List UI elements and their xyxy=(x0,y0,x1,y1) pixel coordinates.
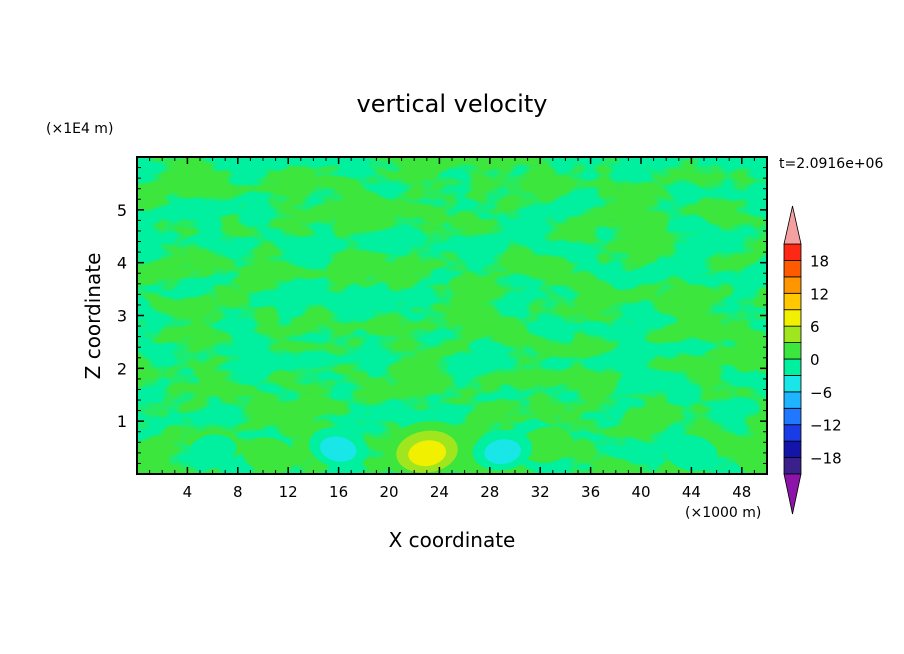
time-label: t=2.0916e+06 xyxy=(779,156,883,172)
y-axis-label: Z coordinate xyxy=(81,253,105,380)
colorbar-bin xyxy=(783,276,802,294)
x-tick-label: 40 xyxy=(631,483,650,501)
colorbar-tick-label: 18 xyxy=(810,252,829,270)
contour-feature-downdraft xyxy=(664,434,718,472)
contour-feature-updraft xyxy=(384,421,470,474)
x-unit-label: (×1000 m) xyxy=(685,505,761,521)
contour-level-region xyxy=(242,437,296,474)
neutral-band-texture xyxy=(137,157,767,474)
colorbar-over-arrow xyxy=(783,205,802,245)
x-tick-label: 16 xyxy=(329,483,348,501)
colorbar-bin xyxy=(783,260,802,278)
colorbar-tick-label: 0 xyxy=(810,351,820,369)
contour-level-region xyxy=(664,434,718,472)
colorbar-tick-label: 12 xyxy=(810,285,829,303)
contour-level-region xyxy=(137,442,170,474)
x-tick-label: 28 xyxy=(480,483,499,501)
contour-feature-updraft xyxy=(519,426,574,463)
contour-feature-updraft xyxy=(137,442,170,474)
contour-feature-downdraft xyxy=(308,427,369,469)
y-tick-label: 1 xyxy=(117,412,127,431)
contour-level-region xyxy=(408,440,447,467)
colorbar-bin xyxy=(783,391,802,409)
chart-title: vertical velocity xyxy=(357,90,548,118)
x-tick-label: 8 xyxy=(233,483,243,501)
y-tick-label: 5 xyxy=(117,201,127,220)
y-tick-label: 3 xyxy=(117,307,127,326)
colorbar-bin xyxy=(783,375,802,393)
x-tick-label: 48 xyxy=(732,483,751,501)
colorbar-tick-label: −6 xyxy=(810,384,832,402)
contour-feature-downdraft xyxy=(472,429,533,471)
y-tick-label: 2 xyxy=(117,359,127,378)
colorbar-bin xyxy=(783,342,802,360)
colorbar-tick-label: −18 xyxy=(810,450,842,468)
colorbar-bin xyxy=(783,243,802,261)
colorbar: 18 12 6 0 −6 −12 −18 xyxy=(783,205,842,515)
contour-level-region xyxy=(189,434,237,467)
colorbar-bin xyxy=(783,407,802,426)
x-tick-label: 32 xyxy=(531,483,550,501)
y-tick-label: 4 xyxy=(117,254,127,273)
x-tick-label: 24 xyxy=(430,483,449,501)
colorbar-bin xyxy=(783,358,802,376)
contour-feature-updraft xyxy=(734,439,767,474)
contour-level-region xyxy=(519,426,574,463)
contour-feature-downdraft xyxy=(189,434,237,467)
contour-level-region xyxy=(734,439,767,474)
x-tick-label: 4 xyxy=(183,483,193,501)
x-tick-label: 20 xyxy=(379,483,398,501)
contour-level-region xyxy=(320,436,357,462)
colorbar-tick-label: −12 xyxy=(810,417,842,435)
contour-field xyxy=(137,157,767,474)
colorbar-bin xyxy=(783,325,802,343)
colorbar-bin xyxy=(783,424,802,442)
contour-level-region xyxy=(484,439,521,465)
x-tick-label: 12 xyxy=(279,483,298,501)
colorbar-bin xyxy=(783,309,802,327)
x-tick-label: 36 xyxy=(581,483,600,501)
x-tick-label: 44 xyxy=(682,483,701,501)
colorbar-bin xyxy=(783,292,802,311)
x-axis-label: X coordinate xyxy=(389,528,516,552)
contour-feature-updraft xyxy=(242,437,296,474)
colorbar-tick-label: 6 xyxy=(810,318,820,336)
colorbar-bin xyxy=(783,457,802,475)
colorbar-under-arrow xyxy=(783,473,802,515)
colorbar-bin xyxy=(783,440,802,458)
y-unit-label: (×1E4 m) xyxy=(46,121,113,137)
